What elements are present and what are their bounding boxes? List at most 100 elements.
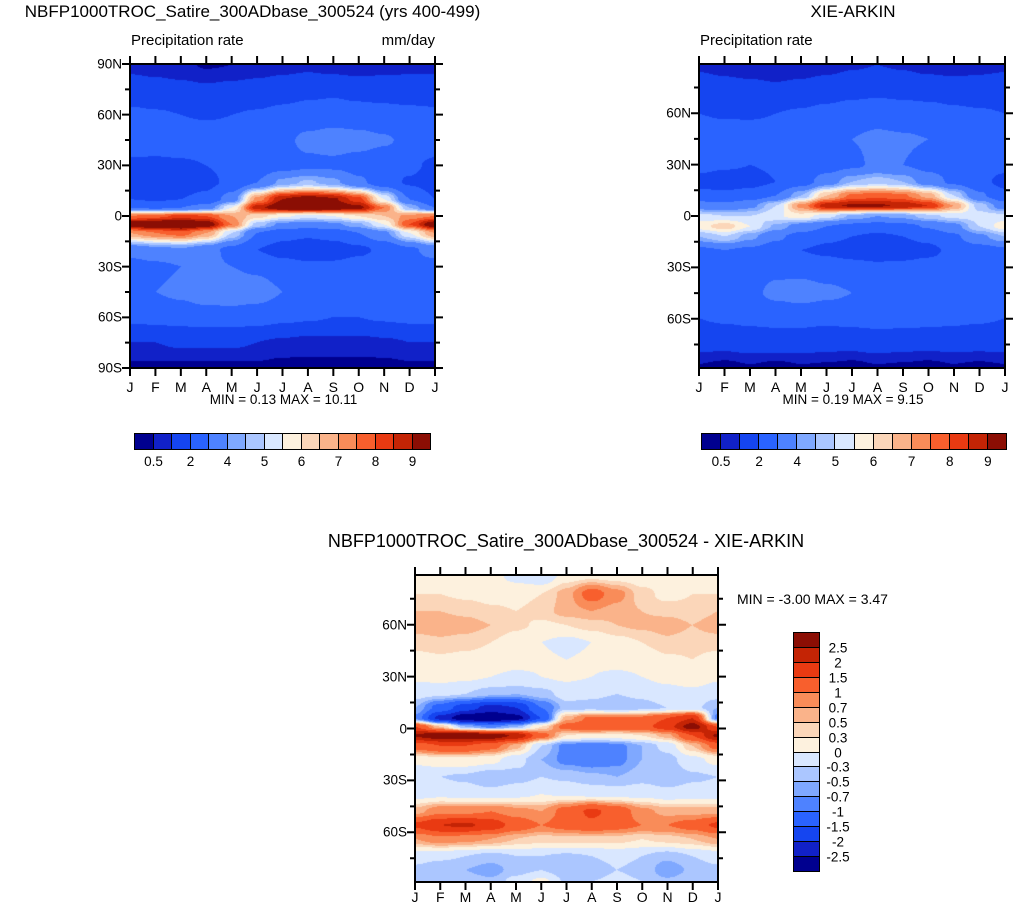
- colorbar-tick-label: 9: [984, 454, 992, 469]
- month-tick-label: D: [404, 379, 415, 395]
- colorbar-cell: [872, 433, 893, 450]
- colorbar-tick-label: 5: [831, 454, 840, 469]
- month-tick-label: F: [151, 379, 160, 395]
- colorbar-cell: [263, 433, 283, 450]
- colorbar-tick-label: 4: [223, 454, 232, 469]
- lat-tick-label: 60N: [97, 107, 122, 123]
- colorbar-tick-label: -1.5: [826, 819, 850, 835]
- month-tick-label: N: [379, 379, 390, 395]
- lat-tick-label: 90N: [97, 56, 122, 72]
- panel-obs-left-axis-title: Precipitation rate: [700, 32, 813, 49]
- colorbar-cell: [986, 433, 1007, 450]
- month-tick-label: M: [744, 379, 756, 395]
- colorbar-cell: [300, 433, 320, 450]
- colorbar-tick-label: -0.7: [826, 789, 850, 805]
- month-tick-label: J: [848, 379, 856, 395]
- month-tick-label: J: [253, 379, 261, 395]
- diff-minmax-text: MIN = -3.00 MAX = 3.47: [737, 591, 888, 607]
- month-tick-label: J: [537, 889, 545, 905]
- colorbar-tick-label: 0.7: [828, 700, 848, 716]
- lat-tick-label: 60S: [666, 311, 691, 327]
- month-tick-label: A: [770, 379, 781, 395]
- colorbar-cell: [208, 433, 228, 450]
- model-plot-frame: [122, 56, 443, 376]
- month-tick-label: J: [411, 889, 419, 905]
- month-tick-label: M: [510, 889, 522, 905]
- panel-model-title: NBFP1000TROC_Satire_300ADbase_300524 (yr…: [24, 2, 481, 21]
- colorbar-tick-label: 0.3: [828, 730, 848, 746]
- month-tick-label: A: [587, 889, 597, 905]
- panel-diff-title: NBFP1000TROC_Satire_300ADbase_300524 - X…: [327, 531, 805, 551]
- colorbar-cell: [948, 433, 969, 450]
- colorbar-cell: [152, 433, 172, 450]
- lat-tick-label: 30S: [97, 259, 122, 275]
- colorbar-cell: [701, 433, 722, 450]
- month-tick-label: J: [823, 379, 830, 395]
- colorbar-cell: [411, 433, 431, 450]
- colorbar-tick-label: 6: [869, 454, 878, 469]
- colorbar-tick-label: 8: [371, 454, 380, 469]
- month-tick-label: O: [923, 379, 934, 395]
- colorbar-cell: [356, 433, 376, 450]
- lat-tick-label: 0: [399, 721, 407, 736]
- diff-plot-frame: [407, 567, 726, 890]
- colorbar-tick-label: 7: [334, 454, 343, 469]
- colorbar-cell: [739, 433, 760, 450]
- month-tick-label: J: [714, 889, 722, 905]
- model-colorbar: [134, 433, 431, 450]
- lat-tick-label: 30S: [666, 259, 691, 275]
- month-tick-label: A: [303, 379, 313, 395]
- model-minmax-text: MIN = 0.13 MAX = 10.11: [209, 392, 358, 407]
- colorbar-tick-label: 2: [834, 655, 842, 671]
- panel-model-left-axis-title: Precipitation rate: [131, 32, 244, 49]
- colorbar-tick-label: 0: [834, 745, 842, 760]
- colorbar-tick-label: -1: [831, 804, 844, 820]
- colorbar-cell: [282, 433, 302, 450]
- colorbar-cell: [226, 433, 246, 450]
- month-tick-label: J: [563, 889, 570, 905]
- lat-tick-label: 30S: [382, 772, 407, 788]
- month-tick-label: J: [695, 379, 703, 395]
- lat-tick-label: 60N: [382, 617, 407, 633]
- colorbar-tick-label: 8: [946, 454, 954, 469]
- lat-tick-label: 0: [114, 208, 122, 224]
- colorbar-cell: [245, 433, 265, 450]
- colorbar-tick-label: 4: [793, 454, 802, 469]
- colorbar-cell: [891, 433, 912, 450]
- colorbar-cell: [319, 433, 339, 450]
- lat-tick-label: 0: [683, 208, 691, 224]
- month-tick-label: A: [872, 379, 883, 395]
- month-tick-label: M: [795, 379, 807, 395]
- colorbar-cell: [793, 856, 820, 872]
- colorbar-tick-label: 2: [755, 454, 763, 469]
- month-tick-label: F: [720, 379, 729, 395]
- obs-minmax-text: MIN = 0.19 MAX = 9.15: [782, 392, 924, 407]
- month-tick-label: S: [612, 889, 622, 905]
- colorbar-tick-label: 1: [834, 685, 842, 701]
- obs-contour-field: [699, 64, 1005, 368]
- lat-tick-label: 60N: [666, 105, 691, 121]
- month-tick-label: J: [431, 379, 439, 395]
- lat-tick-label: 30N: [382, 669, 407, 685]
- obs-plot-frame: [691, 56, 1013, 376]
- lat-tick-label: 30N: [97, 157, 122, 173]
- model-contour-field: [130, 64, 435, 368]
- month-tick-label: D: [687, 889, 698, 905]
- month-tick-label: O: [636, 889, 648, 905]
- colorbar-tick-label: 1.5: [828, 670, 848, 686]
- colorbar-tick-label: 0.5: [711, 454, 731, 469]
- colorbar-tick-label: -0.3: [826, 759, 850, 775]
- panel-model-units-label: mm/day: [381, 32, 435, 49]
- colorbar-tick-label: -2: [831, 834, 844, 850]
- colorbar-cell: [815, 433, 836, 450]
- colorbar-tick-label: 2: [186, 454, 195, 469]
- month-tick-label: S: [898, 379, 908, 395]
- month-tick-label: J: [1001, 379, 1009, 395]
- colorbar-tick-label: 9: [408, 454, 417, 469]
- month-tick-label: D: [974, 379, 985, 395]
- colorbar-cell: [967, 433, 988, 450]
- colorbar-cell: [929, 433, 950, 450]
- colorbar-tick-label: 2.5: [828, 640, 848, 656]
- lat-tick-label: 60S: [97, 309, 122, 325]
